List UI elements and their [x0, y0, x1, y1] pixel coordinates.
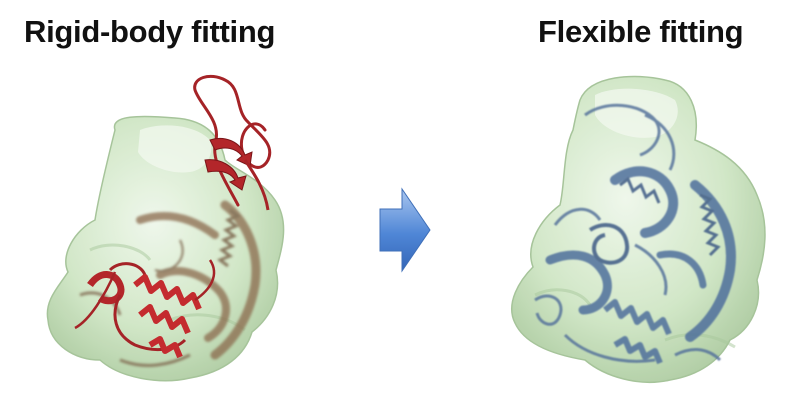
fitting-direction-arrow	[378, 187, 432, 273]
rigid-body-fitting-illustration	[46, 74, 285, 382]
arrow-right-icon	[379, 187, 431, 273]
protein-model-rigid	[74, 74, 272, 359]
density-map-surface	[510, 75, 766, 383]
flexible-fitting-illustration	[510, 75, 766, 383]
protein-model-inside-map	[79, 200, 261, 367]
protein-model-flexible	[534, 103, 736, 365]
rigid-body-fitting-panel	[20, 60, 340, 410]
right-panel-title: Flexible fitting	[538, 14, 744, 49]
left-panel-title: Rigid-body fitting	[24, 14, 276, 49]
flexible-fitting-panel	[495, 55, 795, 410]
